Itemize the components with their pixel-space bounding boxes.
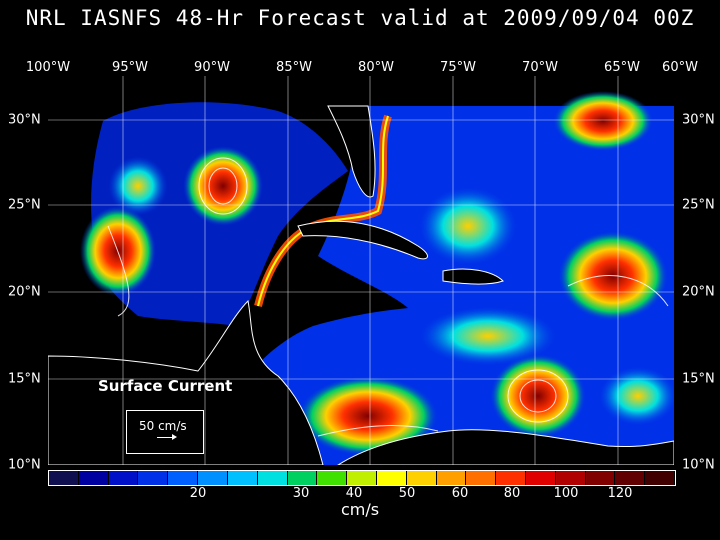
lon-label: 95°W xyxy=(112,60,148,75)
lon-label: 80°W xyxy=(358,60,394,75)
colorbar-swatch xyxy=(406,471,437,485)
lon-label: 100°W xyxy=(25,60,71,75)
colorbar-swatch xyxy=(585,471,616,485)
colorbar-swatch xyxy=(227,471,258,485)
lon-label: 70°W xyxy=(522,60,558,75)
colorbar-swatch xyxy=(168,471,199,485)
hispaniola xyxy=(442,268,504,285)
colorbar-swatch xyxy=(49,471,79,485)
lon-label: 85°W xyxy=(276,60,312,75)
surface-current-label: Surface Current xyxy=(98,377,233,395)
lat-label-right: 15°N xyxy=(682,371,715,387)
colorbar-tick-label: 50 xyxy=(398,486,416,501)
colorbar-tick-label: 60 xyxy=(451,486,469,501)
lat-label-right: 25°N xyxy=(682,197,715,213)
lat-label-left: 15°N xyxy=(8,371,41,387)
central-america xyxy=(48,299,324,465)
colorbar-tick-label: 40 xyxy=(345,486,363,501)
lat-label-right: 10°N xyxy=(682,457,715,473)
colorbar-tick-label: 30 xyxy=(292,486,310,501)
reference-vector-box: 50 cm/s xyxy=(126,410,204,454)
colorbar-swatch xyxy=(138,471,169,485)
colorbar-swatch xyxy=(645,471,676,485)
south-america xyxy=(337,429,674,465)
colorbar-swatch xyxy=(496,471,526,485)
florida xyxy=(327,105,376,198)
colorbar-swatch xyxy=(436,471,467,485)
reference-vector-label: 50 cm/s xyxy=(139,419,187,433)
lat-label-right: 20°N xyxy=(682,284,715,300)
map-title: NRL IASNFS 48-Hr Forecast valid at 2009/… xyxy=(25,6,695,30)
colorbar-swatch xyxy=(466,471,497,485)
current-map xyxy=(48,76,674,465)
lon-label: 65°W xyxy=(604,60,640,75)
lon-label: 90°W xyxy=(194,60,230,75)
colorbar-unit: cm/s xyxy=(340,500,380,519)
lat-label-left: 20°N xyxy=(8,284,41,300)
colorbar-swatch xyxy=(257,471,288,485)
lat-label-right: 30°N xyxy=(682,112,715,128)
colorbar-swatch xyxy=(287,471,318,485)
colorbar-swatch xyxy=(526,471,556,485)
lon-label: 75°W xyxy=(440,60,476,75)
reference-arrow-icon xyxy=(157,434,177,440)
colorbar-swatch xyxy=(555,471,586,485)
lat-label-left: 10°N xyxy=(8,457,41,473)
colorbar-swatch xyxy=(108,471,139,485)
lat-label-left: 30°N xyxy=(8,112,41,128)
colorbar-tick-label: 100 xyxy=(553,486,579,501)
colorbar-swatch xyxy=(615,471,646,485)
colorbar-swatch xyxy=(317,471,348,485)
colorbar-tick-label: 120 xyxy=(607,486,633,501)
colorbar-swatch xyxy=(198,471,228,485)
colorbar-tick-label: 20 xyxy=(189,486,207,501)
colorbar-swatch xyxy=(347,471,377,485)
cuba xyxy=(297,220,428,260)
lat-label-left: 25°N xyxy=(8,197,41,213)
colorbar-tick-label: 80 xyxy=(503,486,521,501)
colorbar-swatch xyxy=(78,471,109,485)
colorbar-swatch xyxy=(376,471,407,485)
lon-label: 60°W xyxy=(662,60,698,75)
colorbar xyxy=(48,470,676,486)
